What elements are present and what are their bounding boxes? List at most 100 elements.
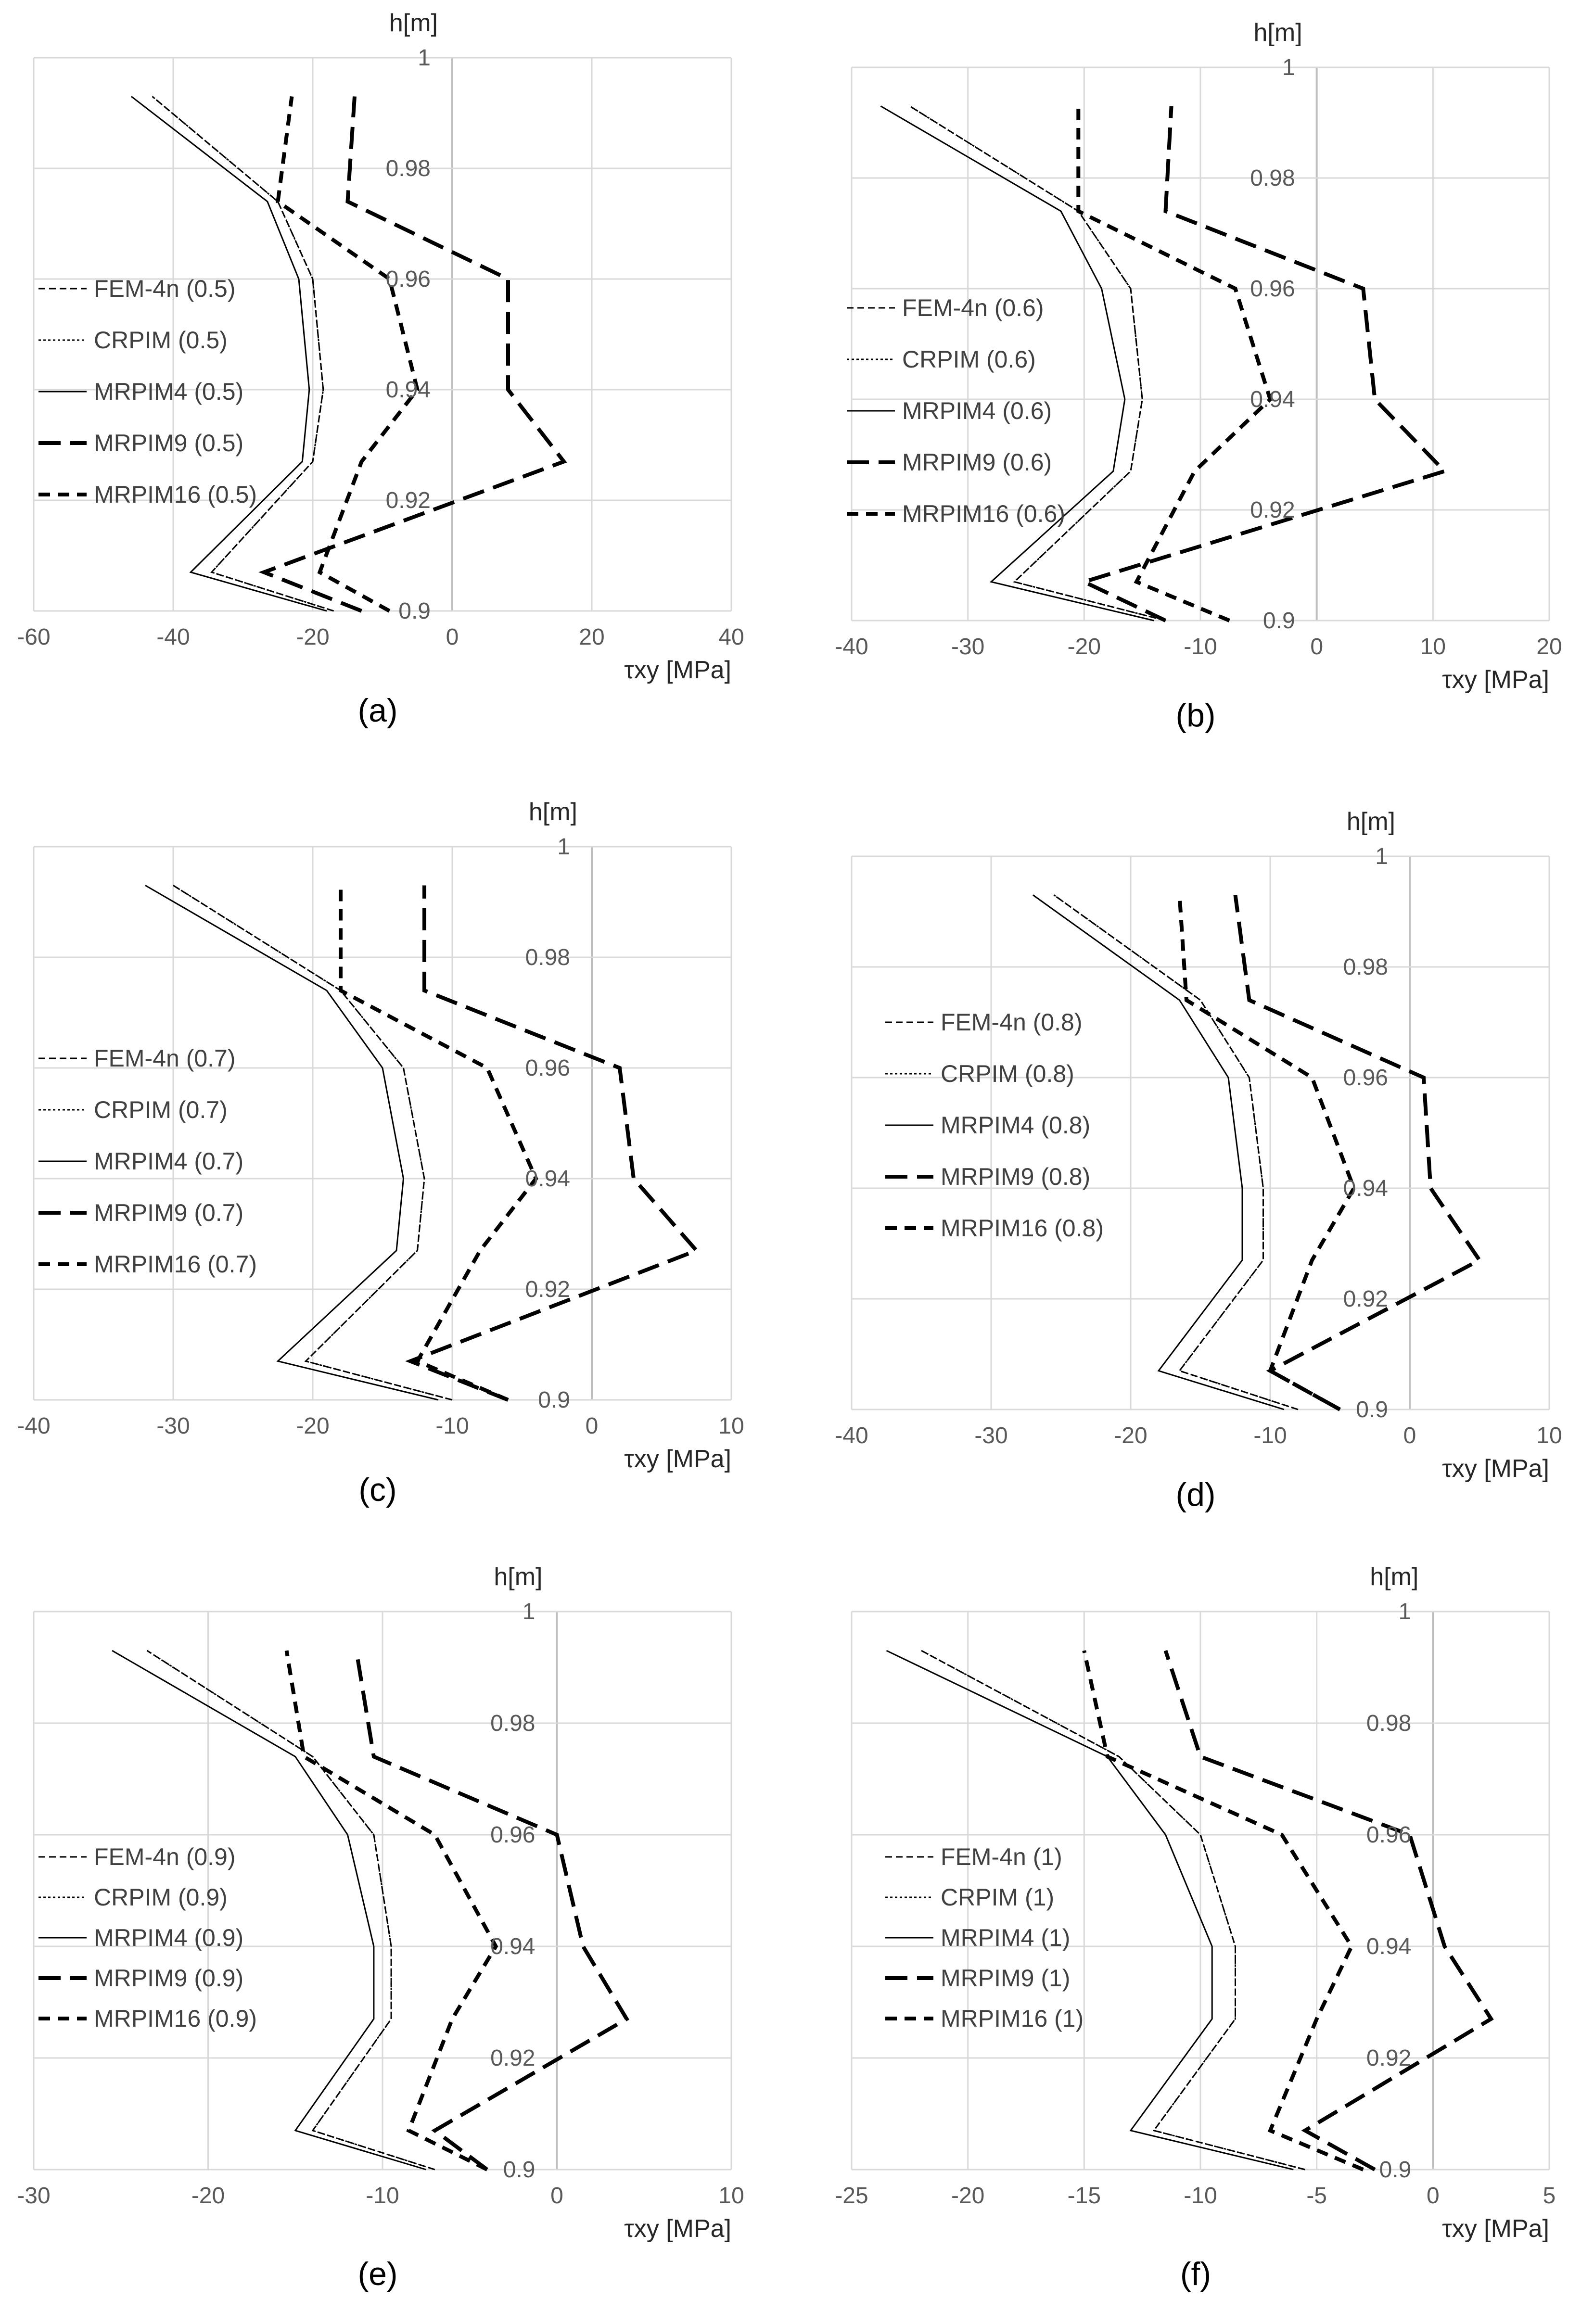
y-tick-label: 0.9 [398,598,431,624]
y-axis-title: h[m] [1370,1563,1418,1591]
x-axis-title: τxy [MPa] [1442,666,1549,694]
x-tick-label: -30 [974,1423,1007,1448]
y-tick-label: 0.92 [386,488,431,513]
y-tick-label: 0.92 [525,1277,570,1302]
x-tick-label: -25 [835,2183,868,2209]
legend-label: FEM-4n (0.7) [94,1045,236,1072]
legend: FEM-4n (0.7) CRPIM (0.7) MRPIM4 (0.7) MRPIM… [38,1045,257,1278]
legend-label: FEM-4n (1) [941,1843,1062,1870]
x-axis-title: τxy [MPa] [624,2215,731,2243]
legend-label: MRPIM9 (0.8) [941,1163,1090,1190]
y-tick-label: 0.92 [1366,2045,1411,2071]
y-tick-label: 0.96 [1343,1065,1388,1091]
series-line-mrpim16 [1076,106,1273,622]
legend-label: MRPIM4 (0.7) [94,1148,243,1175]
x-tick-label: 20 [1536,634,1562,660]
legend-label: CRPIM (0.6) [902,346,1036,373]
legend: FEM-4n (0.6) CRPIM (0.6) MRPIM4 (0.6) MRPIM… [847,294,1065,527]
x-tick-label: 5 [1543,2183,1556,2209]
y-tick-label: 0.9 [503,2157,536,2183]
x-tick-label: 20 [579,624,604,650]
y-axis-title: h[m] [1347,808,1395,836]
y-tick-label: 1 [1399,1599,1412,1625]
panel-caption: (e) [357,2256,397,2292]
y-tick-label: 0.96 [386,267,431,292]
legend-label: MRPIM16 (0.6) [902,500,1065,527]
y-tick-label: 0.92 [1250,497,1295,523]
x-tick-label: 10 [1536,1423,1562,1448]
panel-caption: (c) [358,1472,396,1508]
y-tick-label: 0.94 [1343,1176,1388,1201]
x-tick-label: -40 [835,634,868,660]
legend-label: CRPIM (0.7) [94,1096,228,1123]
x-tick-label: -10 [1184,2183,1217,2209]
series-line-fem-4n [146,1650,435,2171]
series-line-mrpim16 [1082,1650,1364,2172]
legend-label: FEM-4n (0.6) [902,294,1044,321]
x-tick-label: 0 [550,2183,563,2209]
y-tick-label: 0.98 [1250,165,1295,191]
x-tick-label: -15 [1068,2183,1101,2209]
series-line-mrpim16 [284,1650,498,2172]
series-line-mrpim16 [276,96,420,613]
x-tick-label: -10 [435,1413,469,1439]
series-line-mrpim4 [880,105,1154,622]
y-tick-label: 0.92 [490,2045,535,2071]
x-tick-label: -30 [156,1413,190,1439]
y-tick-label: 1 [1375,844,1388,869]
y-tick-label: 1 [523,1599,536,1625]
chart-panel-5: -30 -20 -10 0 10 0.9 0.92 0.94 0.96 0.98 1 h[m] τxy … [17,1563,744,2292]
y-tick-label: 0.94 [386,377,431,403]
x-tick-label: -40 [835,1423,868,1448]
legend-label: CRPIM (0.5) [94,327,228,354]
y-tick-label: 1 [557,834,570,860]
x-tick-label: -20 [191,2183,225,2209]
y-tick-label: 0.94 [1250,387,1295,412]
series-line-mrpim16 [339,885,538,1402]
legend-label: MRPIM16 (1) [941,2005,1084,2032]
legend-label: MRPIM4 (0.8) [941,1112,1090,1139]
y-tick-label: 0.94 [490,1934,535,1959]
x-axis-title: τxy [MPa] [1442,1455,1549,1483]
series-line-mrpim9 [405,885,700,1402]
legend-label: MRPIM4 (1) [941,1924,1070,1951]
legend-label: MRPIM16 (0.7) [94,1251,257,1278]
legend-label: MRPIM16 (0.5) [94,481,257,508]
x-tick-label: 10 [1420,634,1446,660]
legend: FEM-4n (0.8) CRPIM (0.8) MRPIM4 (0.8) MRPIM… [885,1009,1104,1242]
y-tick-label: 0.98 [490,1711,535,1736]
x-tick-label: -60 [17,624,50,650]
y-tick-label: 0.92 [1343,1286,1388,1312]
legend: FEM-4n (1) CRPIM (1) MRPIM4 (1) MRPIM9 (1) M… [885,1843,1084,2032]
series-line-crpim [1053,894,1299,1410]
x-tick-label: -40 [156,624,190,650]
y-tick-label: 1 [1282,55,1295,80]
y-tick-label: 0.98 [1366,1711,1411,1736]
y-tick-label: 0.9 [1263,608,1295,634]
legend-label: MRPIM9 (0.9) [94,1965,243,1992]
x-tick-label: -30 [17,2183,50,2209]
series-line-crpim [146,1650,435,2171]
panel-caption: (a) [357,692,397,729]
legend-label: FEM-4n (0.5) [94,275,236,302]
series-line-fem-4n [1053,894,1299,1410]
y-tick-label: 0.9 [1379,2157,1412,2183]
y-axis-title: h[m] [389,9,438,37]
chart-panel-2: -40 -30 -20 -10 0 10 20 0.9 0.92 0.94 0.96 0.98 1 h[m… [835,19,1562,734]
x-tick-label: 10 [718,1413,744,1439]
x-tick-label: -20 [296,1413,329,1439]
x-tick-label: 0 [1310,634,1323,660]
chart-panel-1: -60 -40 -20 0 20 40 0.9 0.92 0.94 0.96 0.98 1 h[m] τx… [17,9,744,729]
series-line-mrpim9 [1163,1650,1494,2172]
y-tick-label: 0.98 [525,945,570,970]
y-tick-label: 0.9 [1356,1397,1388,1422]
legend-label: MRPIM16 (0.9) [94,2005,257,2032]
chart-panel-6: -25 -20 -15 -10 -5 0 5 0.9 0.92 0.94 0.96 0.98 1 h[m]… [835,1563,1556,2292]
x-tick-label: -40 [17,1413,50,1439]
x-axis-title: τxy [MPa] [1442,2215,1549,2243]
panel-caption: (d) [1175,1476,1215,1513]
y-tick-label: 0.98 [386,156,431,181]
x-tick-label: -20 [296,624,329,650]
legend-label: FEM-4n (0.9) [94,1843,236,1870]
